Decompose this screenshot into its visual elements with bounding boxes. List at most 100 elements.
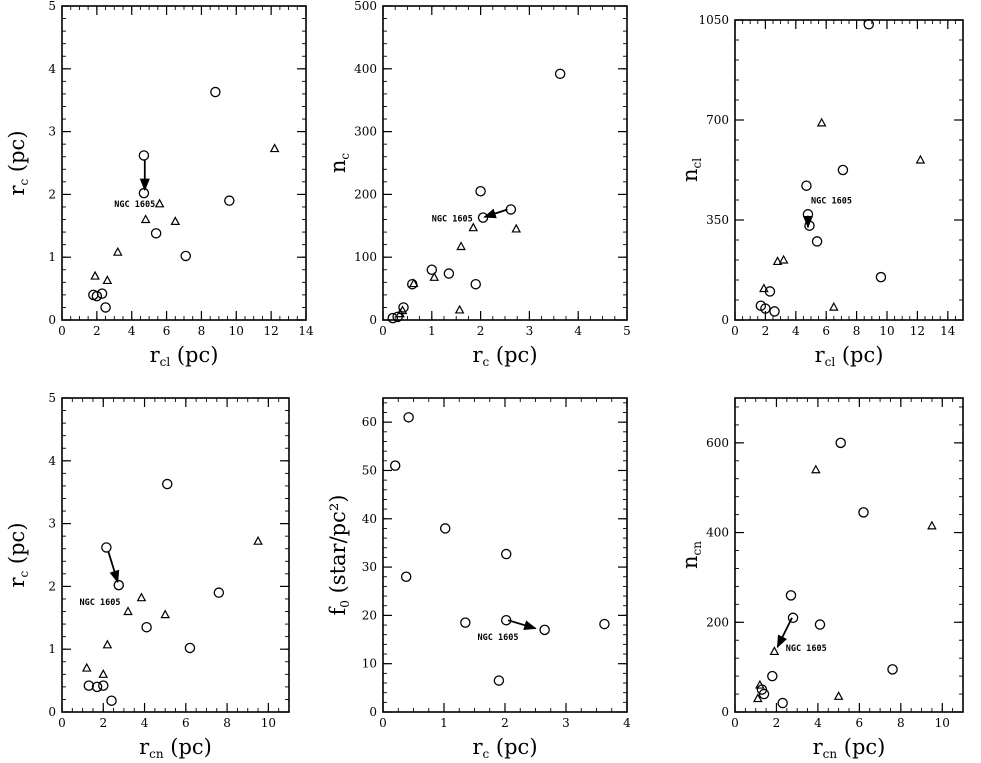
data-point-triangle — [102, 639, 113, 649]
x-tick-label: 1 — [428, 324, 436, 338]
x-tick-label: 2 — [93, 324, 101, 338]
x-axis-label: rcl (pc) — [150, 343, 219, 369]
x-axis-label: rcn (pc) — [813, 735, 886, 761]
data-point-circle — [804, 220, 815, 231]
y-axis-label: nc — [326, 153, 352, 174]
x-tick-label: 4 — [128, 324, 136, 338]
data-point-circle — [539, 624, 550, 636]
x-tick-label: 2 — [762, 324, 770, 338]
y-tick-label: 350 — [706, 213, 729, 227]
y-tick-label: 2 — [48, 579, 56, 593]
x-tick-label: 2 — [477, 324, 485, 338]
x-tick-label: 6 — [822, 324, 830, 338]
x-tick-label: 2 — [773, 716, 781, 730]
data-point-circle — [767, 670, 778, 682]
annotation-ngc1605: NGC 1605 — [432, 214, 473, 224]
y-axis-label: ncn — [678, 541, 704, 569]
y-tick-label: 0 — [721, 705, 729, 719]
plot-frame — [734, 397, 964, 713]
x-tick-label: 0 — [731, 324, 739, 338]
x-tick-label: 10 — [229, 324, 244, 338]
data-point-triangle — [927, 520, 937, 530]
y-tick-label: 4 — [48, 62, 56, 76]
data-point-triangle — [140, 214, 151, 224]
data-point-triangle — [102, 275, 113, 285]
data-point-circle — [96, 288, 108, 299]
data-point-circle — [814, 619, 826, 630]
panel-4: 0 2 4 6 8 10 0 1 2 3 4 5 rcn (pc) rc (pc) NGC 1605 — [5, 391, 290, 761]
plot-frame — [382, 5, 628, 321]
data-point-triangle — [772, 256, 783, 266]
annotation-arrow — [507, 619, 537, 631]
y-tick-label: 1 — [48, 642, 56, 656]
data-point-circle — [785, 590, 797, 601]
y-tick-label: 4 — [48, 454, 56, 468]
y-axis-label: ncl — [678, 158, 704, 182]
y-tick-label: 0 — [369, 705, 377, 719]
data-point-circle — [141, 621, 152, 633]
data-point-circle — [769, 306, 780, 317]
data-point-triangle — [828, 301, 839, 311]
data-point-triangle — [253, 535, 263, 545]
data-point-circle — [777, 697, 788, 709]
x-tick-label: 6 — [182, 716, 190, 730]
plot-frame — [734, 19, 964, 321]
y-tick-label: 30 — [362, 560, 377, 574]
x-tick-label: 0 — [379, 716, 387, 730]
y-tick-label: 100 — [354, 250, 377, 264]
data-point-triangle — [429, 272, 440, 281]
data-point-triangle — [160, 609, 170, 619]
data-point-circle — [184, 642, 196, 654]
panel-3: 0 2 4 6 8 10 12 14 0 350 700 1050 rcl (pc) ncl NGC 160… — [678, 13, 964, 369]
data-point-circle — [91, 290, 103, 302]
data-point-triangle — [408, 278, 419, 288]
x-axis-label: rcn (pc) — [139, 735, 212, 761]
annotation-arrow — [776, 617, 793, 649]
annotation-ngc1605: NGC 1605 — [786, 644, 827, 654]
plot-frame — [61, 397, 290, 713]
data-point-triangle — [397, 305, 408, 315]
data-point-circle — [91, 681, 103, 693]
data-point-circle — [106, 695, 117, 706]
y-tick-label: 5 — [48, 0, 56, 13]
y-axis-label: f0 (star/pc²) — [326, 495, 352, 616]
y-tick-label: 1 — [48, 250, 56, 264]
x-tick-label: 8 — [897, 716, 905, 730]
x-tick-label: 8 — [223, 716, 231, 730]
data-point-circle — [101, 542, 112, 553]
y-tick-label: 0 — [721, 313, 729, 327]
data-point-triangle — [123, 606, 133, 616]
y-tick-label: 3 — [48, 125, 56, 139]
data-point-circle — [554, 68, 566, 80]
data-point-triangle — [811, 464, 821, 474]
y-tick-label: 400 — [706, 526, 729, 540]
data-point-circle — [224, 195, 235, 206]
plot-frame — [61, 5, 307, 321]
data-point-circle — [811, 236, 823, 247]
y-axis-label: rc (pc) — [5, 522, 31, 587]
y-tick-label: 40 — [362, 512, 377, 526]
data-point-circle — [787, 612, 799, 624]
data-point-circle — [150, 228, 162, 239]
data-point-circle — [837, 164, 849, 176]
x-tick-label: 14 — [298, 324, 314, 338]
data-point-triangle — [136, 592, 147, 602]
data-point-triangle — [154, 198, 165, 208]
data-point-triangle — [759, 283, 769, 293]
x-tick-label: 8 — [853, 324, 861, 338]
data-point-circle — [505, 204, 517, 215]
data-point-triangle — [81, 662, 92, 672]
data-point-circle — [760, 303, 771, 314]
y-tick-label: 0 — [48, 705, 56, 719]
y-tick-label: 500 — [354, 0, 377, 13]
y-tick-label: 3 — [48, 517, 56, 531]
x-tick-label: 3 — [562, 716, 570, 730]
data-point-circle — [210, 86, 221, 98]
data-point-triangle — [269, 143, 280, 153]
data-point-circle — [180, 250, 191, 262]
y-tick-label: 700 — [706, 113, 729, 127]
data-point-circle — [858, 507, 869, 518]
